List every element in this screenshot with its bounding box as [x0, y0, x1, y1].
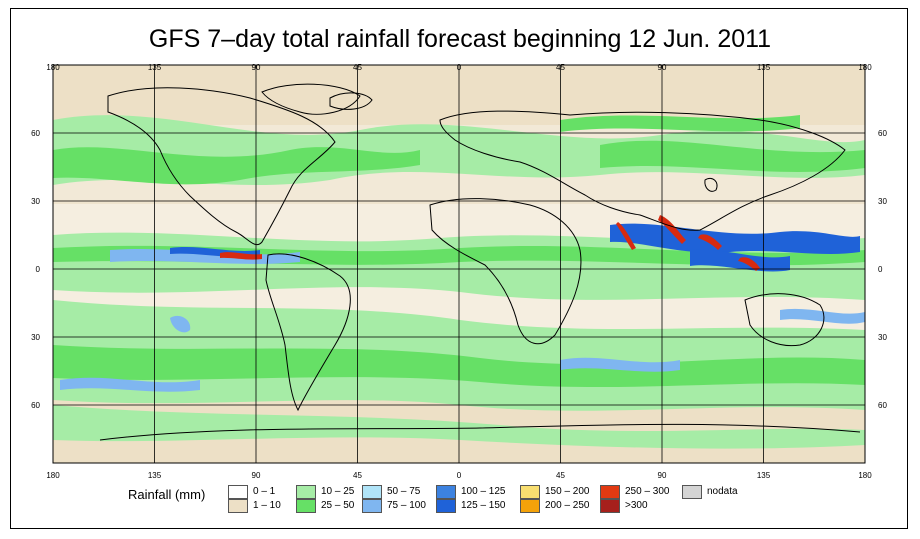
- lat-tick-right-2: 0: [878, 265, 883, 274]
- lon-tick-bottom-1: 135: [148, 471, 162, 480]
- legend-swatch-5: [362, 499, 382, 513]
- lon-tick-bottom-7: 135: [757, 471, 771, 480]
- latitude-ticks-left: 60 30 0 30 60: [31, 129, 40, 410]
- lon-tick-top-8: 180: [858, 63, 872, 72]
- lat-tick-left-0: 60: [31, 129, 40, 138]
- lat-tick-right-4: 60: [878, 401, 887, 410]
- lon-tick-top-0: 180: [46, 63, 60, 72]
- legend-label-0: 0 – 1: [253, 486, 276, 497]
- map-title: GFS 7–day total rainfall forecast beginn…: [148, 25, 772, 53]
- legend-swatch-10: [600, 485, 620, 499]
- legend-swatch-0: [228, 485, 248, 499]
- legend-swatch-11: [600, 499, 620, 513]
- coastlines: [99, 83, 861, 441]
- extreme-rain-spots: [220, 215, 760, 271]
- latitude-ticks-right: 60 30 0 30 60: [878, 129, 887, 410]
- lon-tick-bottom-0: 180: [46, 471, 60, 480]
- legend-label-8: 150 – 200: [545, 486, 590, 497]
- legend-label-6: 100 – 125: [461, 486, 506, 497]
- lon-tick-top-3: 45: [353, 63, 362, 72]
- legend-swatch-7: [436, 499, 456, 513]
- lat-tick-right-1: 30: [878, 197, 887, 206]
- lon-tick-bottom-6: 90: [658, 471, 667, 480]
- lon-tick-top-5: 45: [556, 63, 565, 72]
- legend-label-12: nodata: [707, 486, 738, 497]
- graticule: [53, 65, 865, 463]
- legend-swatch-1: [228, 499, 248, 513]
- lon-tick-bottom-4: 0: [457, 471, 462, 480]
- lat-tick-left-4: 60: [31, 401, 40, 410]
- legend-swatch-2: [296, 485, 316, 499]
- lon-tick-bottom-2: 90: [252, 471, 261, 480]
- lon-tick-bottom-3: 45: [353, 471, 362, 480]
- lon-tick-top-2: 90: [252, 63, 261, 72]
- figure-frame: [10, 8, 908, 529]
- legend-label-11: >300: [625, 500, 648, 511]
- legend-swatch-4: [362, 485, 382, 499]
- legend-label-5: 75 – 100: [387, 500, 426, 511]
- legend-swatch-9: [520, 499, 540, 513]
- legend-swatch-3: [296, 499, 316, 513]
- lat-tick-right-3: 30: [878, 333, 887, 342]
- legend-swatch-8: [520, 485, 540, 499]
- legend-swatch-12: [682, 485, 702, 499]
- legend-label-2: 10 – 25: [321, 486, 355, 497]
- lat-tick-left-3: 30: [31, 333, 40, 342]
- lon-tick-bottom-8: 180: [858, 471, 872, 480]
- legend-swatch-6: [436, 485, 456, 499]
- map-border: [52, 64, 866, 464]
- legend-label-9: 200 – 250: [545, 500, 590, 511]
- lon-tick-top-7: 135: [757, 63, 771, 72]
- lon-tick-top-4: 0: [457, 63, 462, 72]
- lat-tick-right-0: 60: [878, 129, 887, 138]
- legend-label-7: 125 – 150: [461, 500, 506, 511]
- lat-tick-left-2: 0: [36, 265, 41, 274]
- lon-tick-top-1: 135: [148, 63, 162, 72]
- longitude-ticks-top: 180 135 90 45 0 45 90 135 180: [46, 63, 872, 72]
- lon-tick-top-6: 90: [658, 63, 667, 72]
- legend-label-1: 1 – 10: [253, 500, 281, 511]
- legend-label: Rainfall (mm): [128, 487, 206, 502]
- lon-tick-bottom-5: 45: [556, 471, 565, 480]
- legend-label-10: 250 – 300: [625, 486, 670, 497]
- legend-label-3: 25 – 50: [321, 500, 355, 511]
- longitude-ticks-bottom: 180 135 90 45 0 45 90 135 180: [46, 471, 872, 480]
- heavy-rain-streaks: [60, 248, 865, 392]
- legend-label-4: 50 – 75: [387, 486, 421, 497]
- lat-tick-left-1: 30: [31, 197, 40, 206]
